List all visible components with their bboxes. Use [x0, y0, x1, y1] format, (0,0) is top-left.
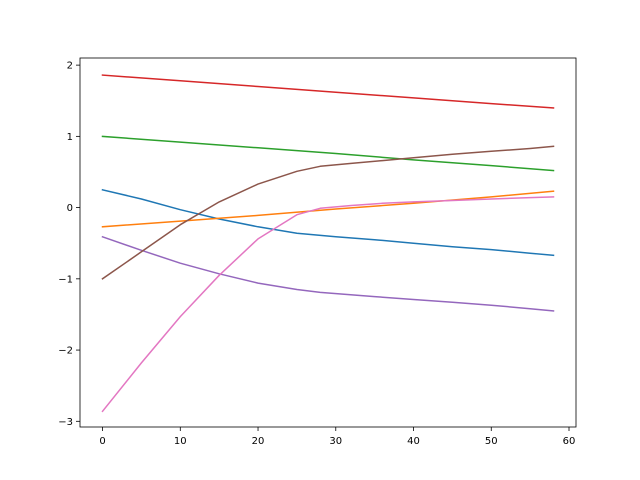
x-tick-label: 50 — [485, 436, 498, 447]
series-line-4 — [101, 74, 555, 109]
x-tick-label: 10 — [174, 436, 187, 447]
x-tick-label: 30 — [329, 436, 342, 447]
x-tick-label: 60 — [563, 436, 576, 447]
x-tick-label: 20 — [252, 436, 265, 447]
series-line-7 — [101, 196, 555, 413]
series-line-1 — [101, 188, 555, 257]
x-tick-label: 40 — [407, 436, 420, 447]
y-tick-label: 1 — [67, 132, 73, 143]
series-line-3 — [101, 135, 555, 172]
axes-frame — [79, 57, 577, 428]
y-tick-label: 0 — [67, 203, 73, 214]
y-tick-label: −3 — [58, 417, 73, 428]
y-tick-label: −2 — [58, 346, 73, 357]
series-line-2 — [101, 190, 555, 228]
y-tick-label: 2 — [67, 61, 73, 72]
axes-layer: 0 10 20 30 40 50 60 −3 −2 −1 0 1 2 — [58, 57, 577, 447]
series-layer — [101, 74, 555, 413]
y-tick-label: −1 — [58, 274, 73, 285]
series-line-5 — [101, 235, 555, 312]
x-tick-label: 0 — [99, 436, 105, 447]
series-line-6 — [101, 145, 555, 280]
